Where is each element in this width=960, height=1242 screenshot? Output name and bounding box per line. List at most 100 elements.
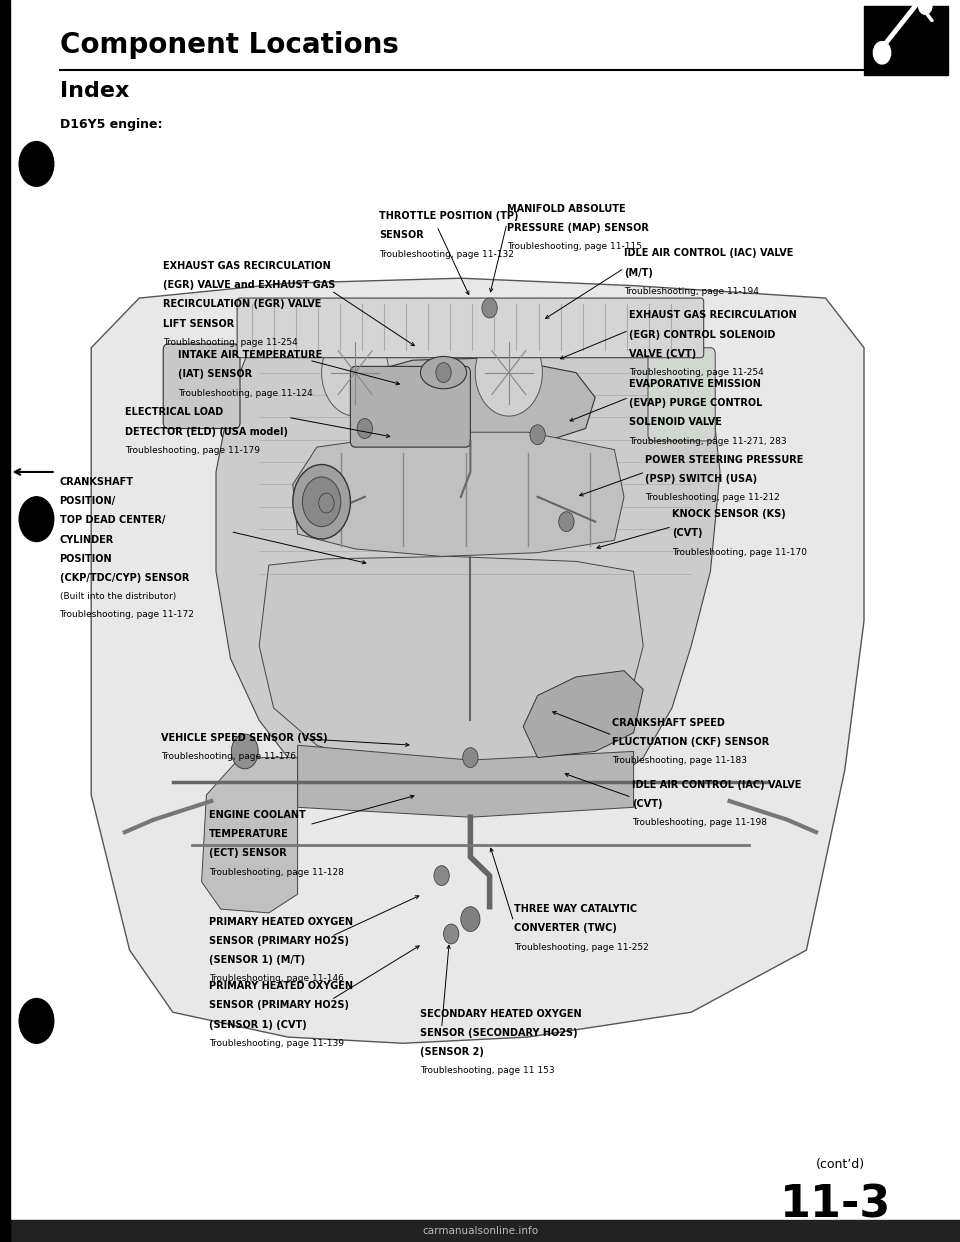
Text: SENSOR: SENSOR (379, 231, 424, 241)
FancyBboxPatch shape (648, 348, 715, 441)
Circle shape (436, 363, 451, 383)
Text: POSITION: POSITION (60, 554, 112, 564)
Text: Troubleshooting, page 11-146: Troubleshooting, page 11-146 (209, 974, 344, 984)
Text: THREE WAY CATALYTIC: THREE WAY CATALYTIC (514, 904, 636, 914)
Circle shape (475, 329, 542, 416)
Bar (0, 0, 10, 1242)
Circle shape (463, 748, 478, 768)
Text: FLUCTUATION (CKF) SENSOR: FLUCTUATION (CKF) SENSOR (612, 738, 770, 748)
Circle shape (919, 0, 932, 15)
Text: ENGINE COOLANT: ENGINE COOLANT (209, 810, 306, 820)
Text: EXHAUST GAS RECIRCULATION: EXHAUST GAS RECIRCULATION (629, 310, 797, 320)
Text: CONVERTER (TWC): CONVERTER (TWC) (514, 924, 616, 934)
Text: Troubleshooting, page 11-172: Troubleshooting, page 11-172 (60, 610, 194, 619)
FancyBboxPatch shape (237, 298, 704, 358)
Text: Index: Index (60, 81, 129, 101)
Text: CYLINDER: CYLINDER (60, 534, 114, 545)
Polygon shape (523, 671, 643, 758)
Bar (864, 6, 948, 75)
Text: TOP DEAD CENTER/: TOP DEAD CENTER/ (60, 515, 165, 525)
Text: Troubleshooting, page 11-115: Troubleshooting, page 11-115 (507, 242, 642, 251)
Text: INTAKE AIR TEMPERATURE: INTAKE AIR TEMPERATURE (178, 350, 322, 360)
Text: (cont’d): (cont’d) (816, 1159, 865, 1171)
Text: Troubleshooting, page 11-132: Troubleshooting, page 11-132 (379, 250, 514, 258)
Text: Troubleshooting, page 11-252: Troubleshooting, page 11-252 (514, 943, 648, 951)
Text: ELECTRICAL LOAD: ELECTRICAL LOAD (125, 407, 223, 417)
Text: CRANKSHAFT SPEED: CRANKSHAFT SPEED (612, 718, 726, 728)
Text: (Built into the distributor): (Built into the distributor) (60, 592, 176, 601)
Circle shape (874, 41, 891, 65)
Text: DETECTOR (ELD) (USA model): DETECTOR (ELD) (USA model) (125, 426, 288, 437)
Circle shape (530, 425, 545, 445)
Text: CRANKSHAFT: CRANKSHAFT (60, 477, 133, 487)
Text: (ECT) SENSOR: (ECT) SENSOR (209, 848, 287, 858)
Text: SOLENOID VALVE: SOLENOID VALVE (629, 417, 722, 427)
Circle shape (319, 493, 334, 513)
Text: MANIFOLD ABSOLUTE: MANIFOLD ABSOLUTE (507, 204, 626, 214)
Polygon shape (216, 323, 720, 815)
Text: POWER STEERING PRESSURE: POWER STEERING PRESSURE (645, 455, 804, 465)
Text: THROTTLE POSITION (TP): THROTTLE POSITION (TP) (379, 211, 518, 221)
Text: Troubleshooting, page 11-194: Troubleshooting, page 11-194 (624, 287, 758, 296)
Text: LIFT SENSOR: LIFT SENSOR (163, 318, 234, 329)
Circle shape (19, 142, 54, 186)
Text: SECONDARY HEATED OXYGEN: SECONDARY HEATED OXYGEN (420, 1009, 582, 1018)
Circle shape (19, 497, 54, 542)
Text: RECIRCULATION (EGR) VALVE: RECIRCULATION (EGR) VALVE (163, 299, 322, 309)
Text: (CVT): (CVT) (672, 529, 703, 539)
Text: PRIMARY HEATED OXYGEN: PRIMARY HEATED OXYGEN (209, 917, 353, 927)
Bar (0, 1220, 960, 1242)
Text: VALVE (CVT): VALVE (CVT) (629, 349, 696, 359)
Circle shape (19, 999, 54, 1043)
Text: (CKP/TDC/CYP) SENSOR: (CKP/TDC/CYP) SENSOR (60, 574, 189, 584)
Circle shape (231, 734, 258, 769)
Text: Troubleshooting, page 11-139: Troubleshooting, page 11-139 (209, 1038, 345, 1048)
Circle shape (461, 907, 480, 932)
Text: PRIMARY HEATED OXYGEN: PRIMARY HEATED OXYGEN (209, 981, 353, 991)
Text: IDLE AIR CONTROL (IAC) VALVE: IDLE AIR CONTROL (IAC) VALVE (632, 780, 801, 790)
Polygon shape (259, 556, 643, 768)
Polygon shape (298, 745, 634, 817)
Circle shape (322, 329, 389, 416)
Circle shape (434, 866, 449, 886)
Text: Component Locations: Component Locations (60, 31, 398, 58)
Text: Troubleshooting, page 11-198: Troubleshooting, page 11-198 (632, 818, 767, 827)
Ellipse shape (420, 356, 467, 389)
Polygon shape (341, 358, 595, 445)
Text: (SENSOR 1) (CVT): (SENSOR 1) (CVT) (209, 1020, 307, 1030)
Text: Troubleshooting, page 11-124: Troubleshooting, page 11-124 (178, 389, 312, 397)
Text: (IAT) SENSOR: (IAT) SENSOR (178, 370, 252, 380)
Circle shape (357, 419, 372, 438)
Text: Troubleshooting, page 11-254: Troubleshooting, page 11-254 (629, 368, 763, 378)
Polygon shape (293, 432, 624, 556)
Text: D16Y5 engine:: D16Y5 engine: (60, 118, 162, 130)
Text: VEHICLE SPEED SENSOR (VSS): VEHICLE SPEED SENSOR (VSS) (161, 733, 328, 743)
Text: PRESSURE (MAP) SENSOR: PRESSURE (MAP) SENSOR (507, 224, 649, 233)
Text: POSITION/: POSITION/ (60, 496, 115, 507)
Circle shape (302, 477, 341, 527)
Text: (EGR) CONTROL SOLENOID: (EGR) CONTROL SOLENOID (629, 329, 775, 340)
Text: EVAPORATIVE EMISSION: EVAPORATIVE EMISSION (629, 379, 760, 389)
Text: Troubleshooting, page 11-179: Troubleshooting, page 11-179 (125, 446, 260, 455)
Text: 11-3: 11-3 (780, 1184, 891, 1226)
Polygon shape (202, 758, 298, 913)
Text: (EGR) VALVE and EXHAUST GAS: (EGR) VALVE and EXHAUST GAS (163, 279, 336, 291)
Circle shape (482, 298, 497, 318)
Text: EXHAUST GAS RECIRCULATION: EXHAUST GAS RECIRCULATION (163, 261, 331, 271)
Text: Troubleshooting, page 11 153: Troubleshooting, page 11 153 (420, 1066, 555, 1076)
Text: TEMPERATURE: TEMPERATURE (209, 830, 289, 840)
Text: SENSOR (PRIMARY HO2S): SENSOR (PRIMARY HO2S) (209, 1001, 349, 1011)
Text: Troubleshooting, page 11-176: Troubleshooting, page 11-176 (161, 753, 297, 761)
Text: SENSOR (SECONDARY HO2S): SENSOR (SECONDARY HO2S) (420, 1028, 578, 1038)
Text: (M/T): (M/T) (624, 267, 653, 278)
Text: Troubleshooting, page 11-254: Troubleshooting, page 11-254 (163, 338, 298, 347)
FancyBboxPatch shape (163, 344, 240, 428)
Text: (EVAP) PURGE CONTROL: (EVAP) PURGE CONTROL (629, 397, 762, 409)
FancyBboxPatch shape (350, 366, 470, 447)
Text: KNOCK SENSOR (KS): KNOCK SENSOR (KS) (672, 509, 785, 519)
Text: Troubleshooting, page 11-183: Troubleshooting, page 11-183 (612, 756, 748, 765)
Text: Troubleshooting, page 11-128: Troubleshooting, page 11-128 (209, 867, 344, 877)
Text: Troubleshooting, page 11-271, 283: Troubleshooting, page 11-271, 283 (629, 437, 786, 446)
Text: carmanualsonline.info: carmanualsonline.info (422, 1226, 538, 1236)
Circle shape (293, 465, 350, 539)
